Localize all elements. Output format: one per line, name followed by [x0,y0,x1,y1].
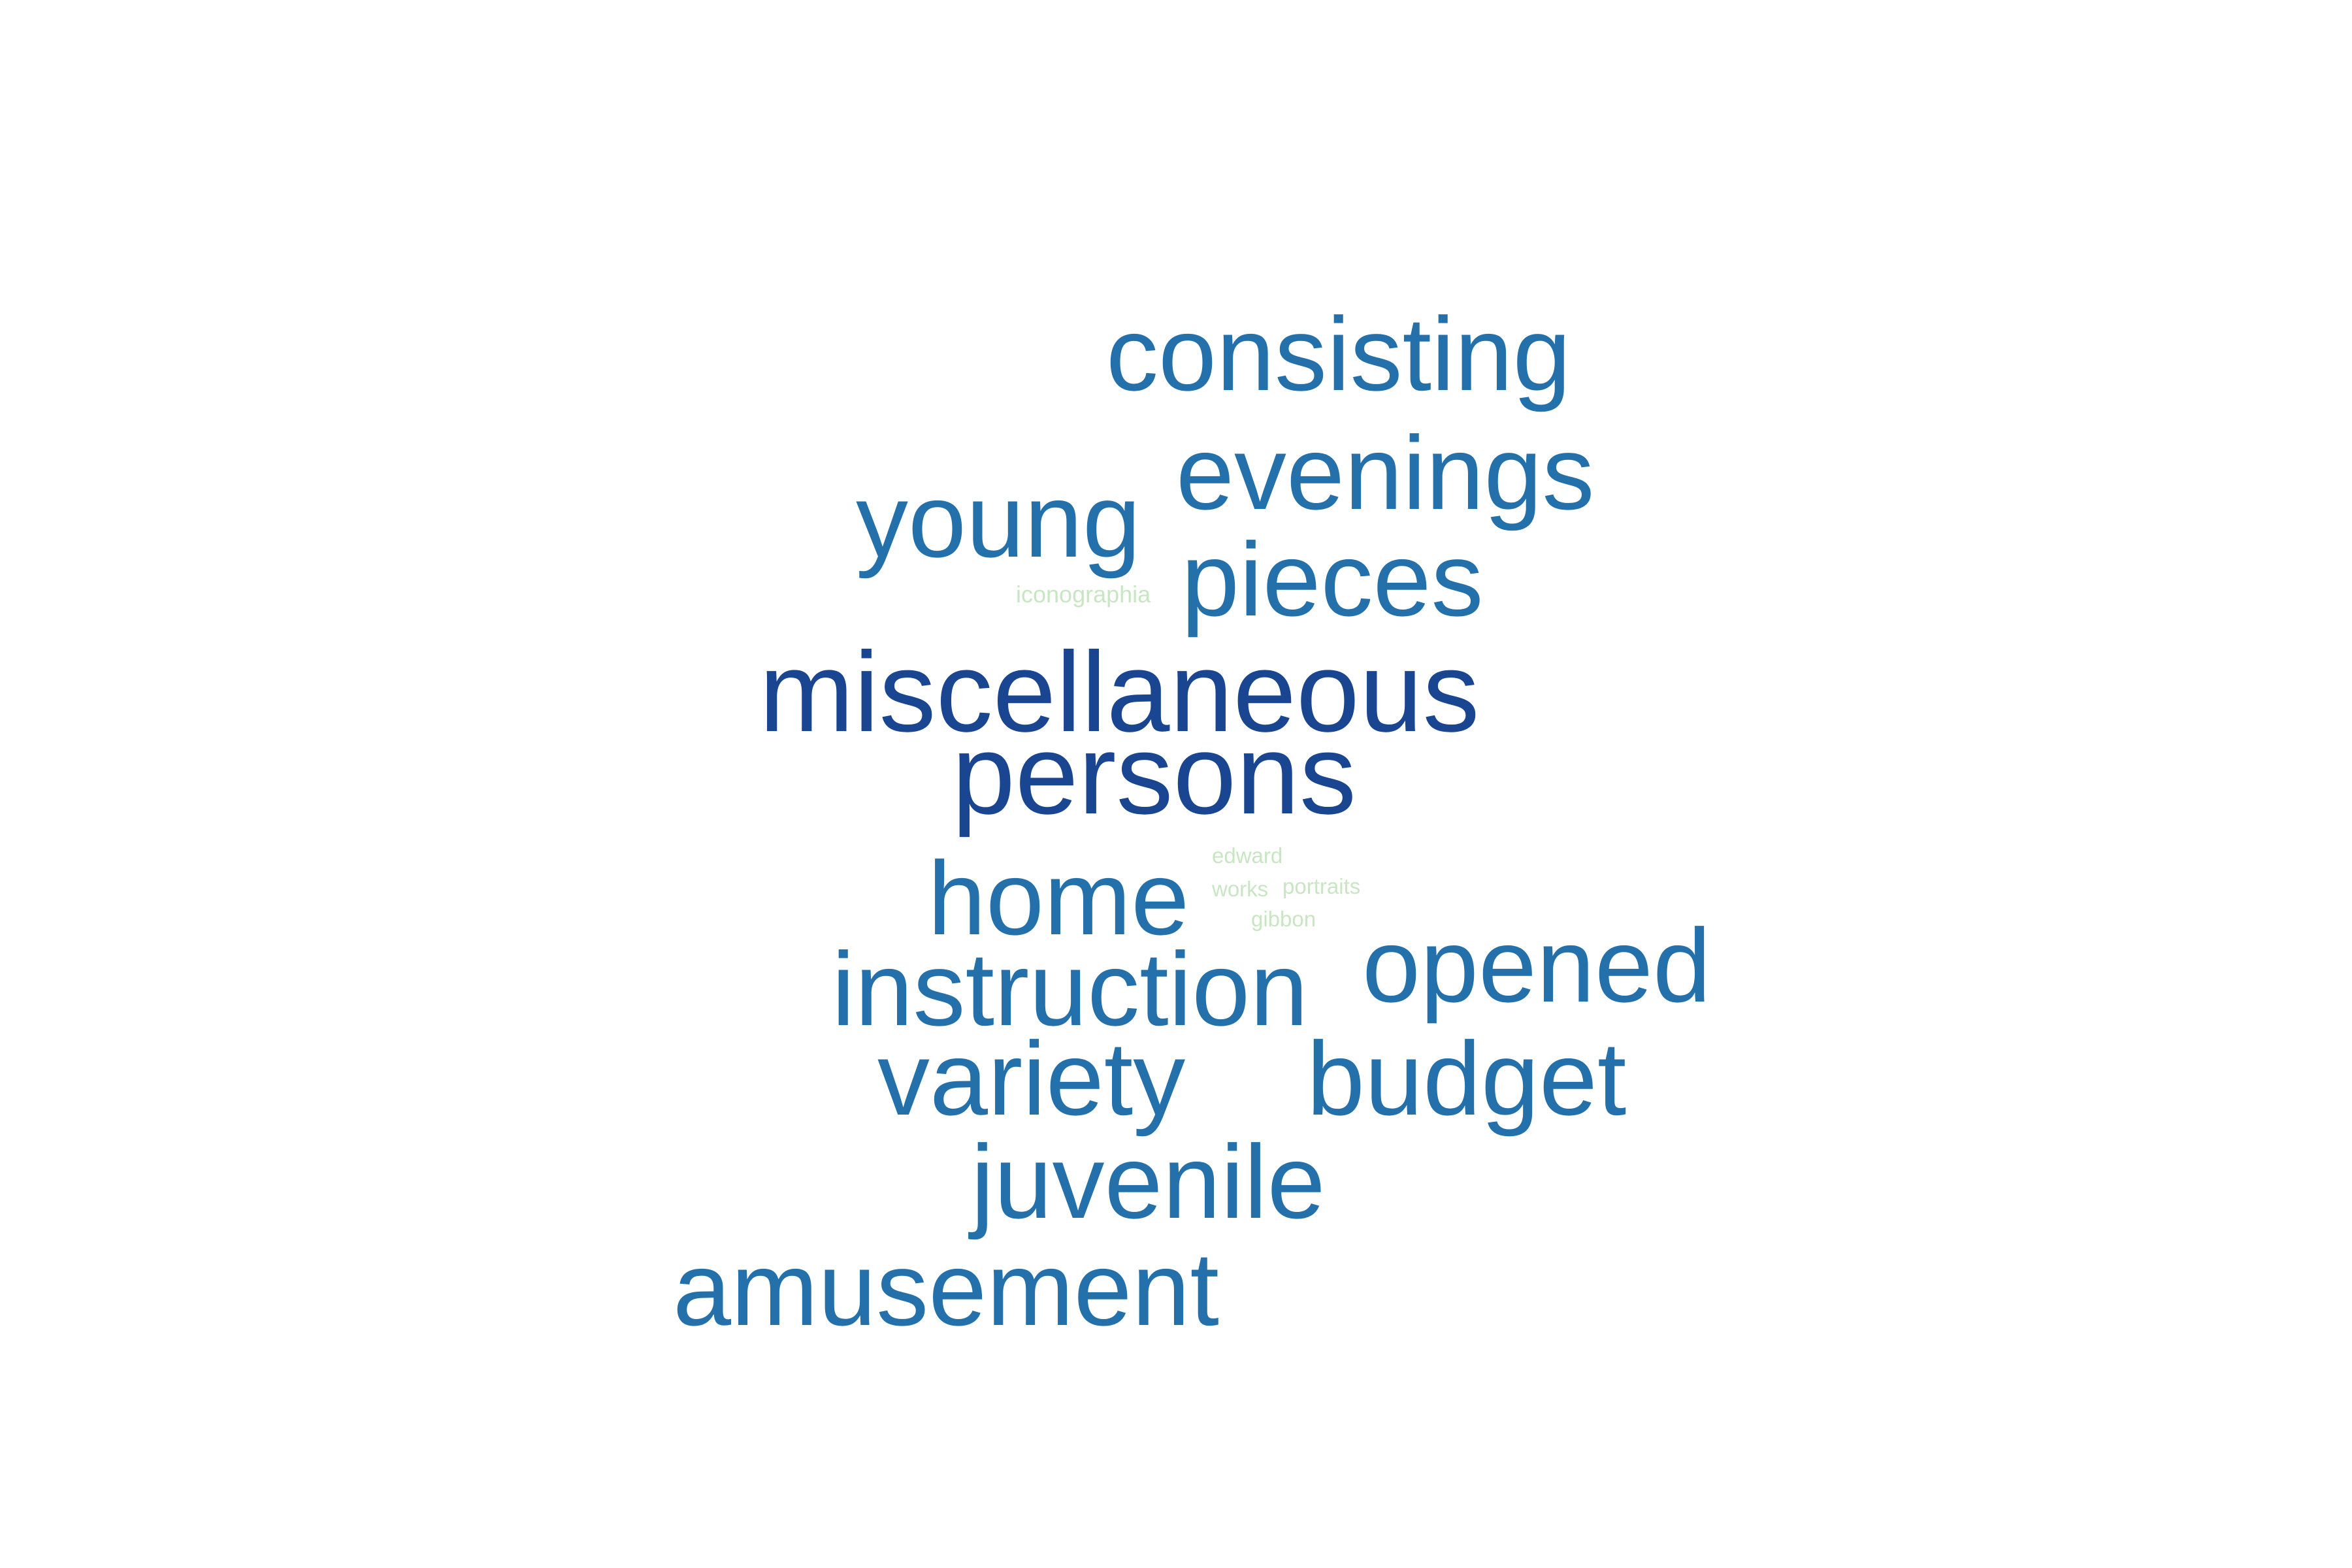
word-amusement: amusement [673,1230,1219,1347]
word-young: young [856,462,1141,579]
word-home: home [928,840,1190,956]
word-instruction: instruction [832,930,1309,1047]
word-edward: edward [1212,843,1283,868]
word-persons: persons [952,710,1357,838]
word-evenings: evenings [1176,414,1595,531]
word-juvenile: juvenile [971,1123,1326,1240]
word-opened: opened [1362,907,1711,1024]
word-variety: variety [877,1020,1186,1137]
word-pieces: pieces [1181,521,1484,638]
word-miscellaneous: miscellaneous [759,628,1480,755]
word-works: works [1212,877,1269,901]
word-iconographia: iconographia [1016,581,1151,608]
word-portraits: portraits [1282,874,1361,898]
word-gibbon: gibbon [1251,907,1316,931]
word-budget: budget [1307,1020,1627,1137]
word-consisting: consisting [1106,295,1571,412]
